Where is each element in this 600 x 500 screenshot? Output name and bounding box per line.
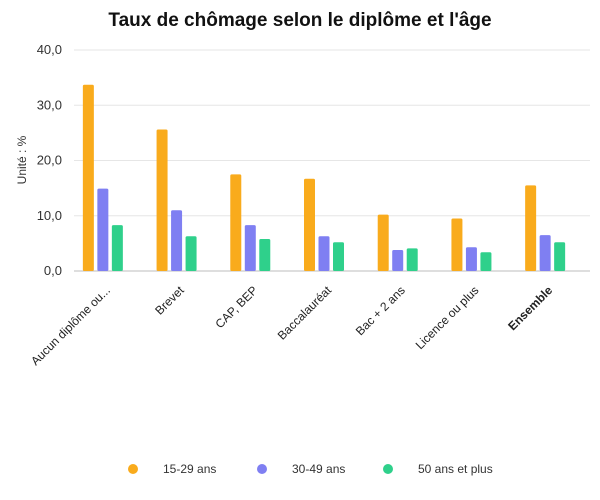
bar-2-3	[244, 225, 256, 271]
y-tick-label: 0,0	[44, 263, 62, 278]
bar-1-6	[451, 218, 463, 271]
bar-2-1	[97, 188, 109, 271]
bar-3-2	[185, 236, 197, 271]
bar-3-3	[259, 238, 271, 271]
bar-1-7	[525, 185, 537, 271]
legend-label: 30-49 ans	[292, 462, 345, 476]
bar-1-4	[304, 178, 315, 271]
y-tick-label: 30,0	[37, 97, 62, 112]
x-tick-label: Ensemble	[505, 283, 555, 333]
bar-2-4	[318, 236, 330, 271]
gridlines	[74, 49, 590, 272]
bar-2-6	[465, 247, 477, 271]
x-tick-label: Baccalauréat	[275, 283, 335, 343]
bar-2-7	[539, 235, 551, 271]
legend-label: 50 ans et plus	[418, 462, 493, 476]
legend-marker	[383, 464, 393, 474]
bars	[82, 84, 566, 272]
bar-3-5	[406, 248, 418, 271]
x-tick-label: Licence ou plus	[413, 283, 482, 352]
bar-3-4	[333, 242, 344, 271]
chart-title: Taux de chômage selon le diplôme et l'âg…	[108, 10, 491, 31]
x-tick-label: Bac + 2 ans	[353, 283, 408, 338]
bar-1-1	[82, 84, 94, 272]
x-axis-ticks: Aucun diplôme ou... Brevet CAP, BEP Baccala…	[28, 283, 555, 368]
y-tick-label: 40,0	[37, 42, 62, 57]
x-tick-label: Aucun diplôme ou...	[28, 283, 113, 368]
bar-1-2	[156, 129, 168, 271]
y-axis-ticks: 0,0 10,0 20,0 30,0 40,0	[37, 42, 62, 278]
bar-2-5	[392, 250, 404, 271]
legend: 15-29 ans 30-49 ans 50 ans et plus	[128, 462, 493, 476]
legend-label: 15-29 ans	[163, 462, 216, 476]
x-tick-label: CAP, BEP	[212, 283, 260, 331]
x-tick-label: Brevet	[152, 283, 187, 318]
y-tick-label: 20,0	[37, 153, 62, 168]
bar-1-3	[230, 174, 242, 271]
y-axis-label: Unité : %	[15, 135, 29, 184]
bar-3-6	[480, 252, 492, 271]
bar-1-5	[377, 214, 389, 271]
legend-marker	[128, 464, 138, 474]
legend-marker	[257, 464, 267, 474]
bar-3-7	[554, 242, 566, 271]
bar-3-1	[111, 225, 123, 271]
bar-2-2	[171, 210, 183, 271]
y-tick-label: 10,0	[37, 208, 62, 223]
